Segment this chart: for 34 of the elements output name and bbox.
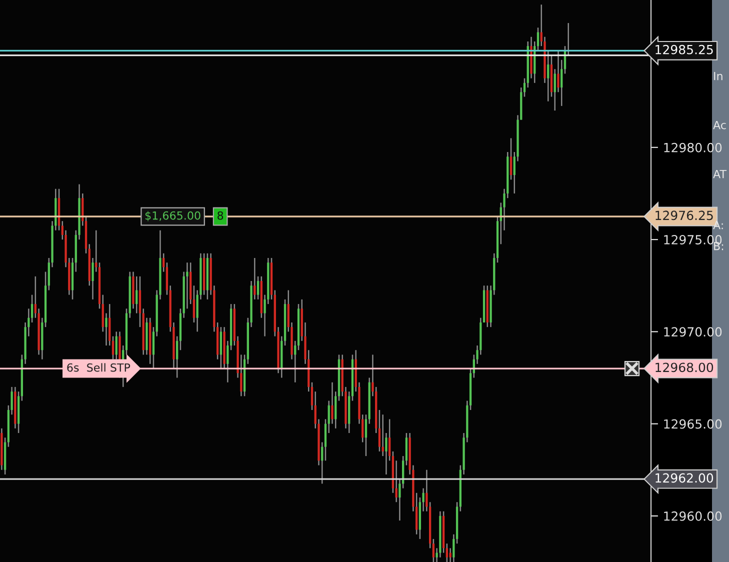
ref-line-label: 12985.25 [656, 44, 713, 54]
ref-line-label: 12968.00 [656, 362, 714, 372]
annotation: $1,665.00 [145, 211, 200, 222]
candlestick [220, 326, 222, 370]
candlestick [254, 257, 256, 300]
text: Ac [713, 120, 726, 130]
candlestick [547, 50, 550, 102]
candlestick [162, 252, 165, 272]
candlestick [108, 303, 111, 346]
candlestick [432, 538, 435, 562]
candlestick [557, 50, 560, 93]
annotation: 6s Sell STP [67, 363, 130, 372]
candlestick [382, 414, 384, 457]
ref-line-label: 12976.25 [656, 210, 713, 220]
candlestick [136, 276, 138, 314]
candlestick [112, 336, 114, 360]
ref-line-label: 12962.00 [656, 473, 714, 483]
text: B: [714, 242, 724, 250]
candlestick [405, 432, 408, 466]
candlestick [192, 284, 196, 324]
candlestick [331, 382, 334, 424]
text: A: [713, 220, 723, 230]
annotation: 8 [218, 211, 224, 220]
candlestick [510, 138, 512, 180]
candlestick [449, 548, 452, 562]
candlestick [176, 336, 178, 378]
candlestick [105, 312, 108, 346]
candlestick [115, 331, 118, 360]
candlestick [395, 460, 398, 503]
candlestick [378, 409, 381, 452]
candlestick [523, 78, 526, 98]
text: In [714, 72, 722, 80]
candlestick [446, 542, 448, 562]
text: AT [713, 170, 727, 178]
